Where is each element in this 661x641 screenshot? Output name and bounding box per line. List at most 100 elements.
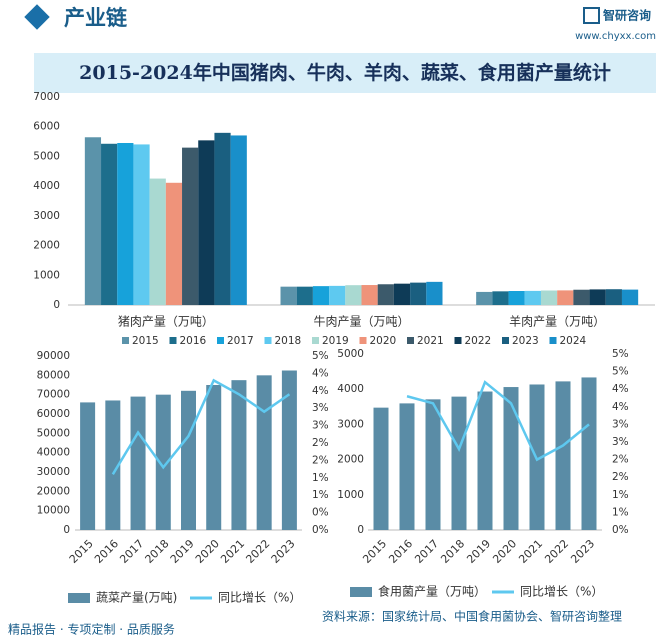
y-tick-label: 0: [63, 524, 70, 536]
line: [111, 378, 291, 475]
bar: [540, 290, 558, 305]
bar: [393, 283, 411, 305]
bar: [426, 281, 443, 305]
bar: [206, 385, 222, 530]
y-tick-label: 30000: [37, 466, 70, 478]
bar: [425, 399, 441, 530]
y-tick-label: 3000: [337, 418, 364, 430]
x-tick-label: 2020: [193, 537, 222, 566]
legend-swatch: [350, 587, 372, 597]
y2-tick-label: 1%: [612, 506, 629, 518]
bar: [182, 147, 199, 305]
y2-tick-label: 5%: [612, 366, 629, 378]
legend-label: 2021: [417, 335, 444, 347]
x-tick-label: 2023: [269, 537, 298, 566]
legend-label: 2020: [370, 335, 397, 347]
y2-tick-label: 1%: [312, 489, 329, 501]
y2-tick-label: 3%: [312, 420, 329, 432]
y-tick-label: 1000: [337, 489, 364, 501]
y-tick-label: 0: [357, 524, 364, 536]
y-tick-label: 0: [53, 299, 60, 311]
y2-tick-label: 3%: [312, 402, 329, 414]
y-tick-label: 5000: [33, 150, 60, 162]
y2-tick-label: 2%: [312, 454, 329, 466]
bar: [589, 289, 606, 305]
bar: [410, 282, 427, 305]
bar: [555, 381, 571, 530]
bar: [231, 380, 247, 530]
header-bar: [0, 0, 661, 44]
bar: [281, 370, 297, 530]
x-tick-label: 2019: [464, 537, 493, 566]
x-tick-label: 2018: [143, 537, 172, 566]
x-tick-label: 2018: [438, 537, 467, 566]
y-tick-label: 10000: [37, 505, 70, 517]
x-tick-label: 2016: [92, 537, 121, 566]
y-tick-label: 6000: [33, 121, 60, 133]
bar: [621, 289, 639, 305]
y-tick-label: 2000: [337, 454, 364, 466]
legend-swatch: [264, 337, 272, 344]
y2-tick-label: 1%: [612, 489, 629, 501]
bar: [149, 178, 166, 305]
bar: [399, 403, 415, 530]
y2-tick-label: 2%: [612, 454, 629, 466]
y2-tick-label: 3%: [612, 436, 629, 448]
x-tick-label: 2019: [168, 537, 197, 566]
bar: [130, 396, 146, 530]
y2-tick-label: 2%: [612, 471, 629, 483]
legend-label: 2024: [560, 335, 587, 347]
bar: [105, 400, 121, 530]
y-tick-label: 50000: [37, 427, 70, 439]
y2-tick-label: 5%: [612, 348, 629, 360]
y-tick-label: 7000: [33, 91, 60, 103]
y2-tick-label: 5%: [312, 350, 329, 362]
logo-icon: [583, 7, 600, 24]
y-tick-label: 1000: [33, 269, 60, 281]
y2-tick-label: 4%: [612, 401, 629, 413]
brand: 智研咨询: [602, 8, 651, 23]
bar: [557, 290, 574, 305]
bar: [230, 135, 247, 305]
bar: [581, 377, 597, 530]
legend-label: 2022: [465, 335, 492, 347]
bar: [605, 289, 622, 305]
header-title: 产业链: [64, 6, 128, 30]
y2-tick-label: 0%: [312, 524, 329, 536]
bar: [503, 387, 519, 530]
x-tick-label: 羊肉产量（万吨）: [509, 314, 605, 329]
bar: [296, 286, 313, 305]
bar: [214, 132, 231, 305]
y2-tick-label: 4%: [312, 385, 329, 397]
legend-swatch: [122, 337, 129, 344]
legend-label: 同比增长（%）: [218, 591, 301, 605]
x-tick-label: 2017: [117, 537, 146, 566]
footer-source: 资料来源：国家统计局、中国食用菌协会、智研咨询整理: [322, 609, 622, 624]
legend-swatch: [502, 337, 509, 344]
x-tick-label: 2015: [360, 537, 389, 566]
bar: [373, 407, 389, 530]
bar: [345, 285, 362, 305]
legend-swatch: [549, 337, 557, 344]
footer-bar: [0, 617, 661, 641]
bar: [101, 143, 118, 305]
y-tick-label: 40000: [37, 447, 70, 459]
legend-swatch: [407, 337, 414, 344]
legend-label: 蔬菜产量(万吨): [96, 591, 177, 605]
legend-swatch: [359, 337, 367, 344]
chart-title: 2015-2024年中国猪肉、牛肉、羊肉、蔬菜、食用菌产量统计: [79, 61, 611, 84]
y-tick-label: 5000: [337, 348, 364, 360]
legend-label: 2017: [227, 335, 254, 347]
legend-label: 2018: [275, 335, 302, 347]
bar: [477, 391, 493, 530]
x-tick-label: 2015: [67, 537, 96, 566]
y-tick-label: 80000: [37, 369, 70, 381]
url: www.chyxx.com: [575, 31, 656, 42]
x-tick-label: 2017: [412, 537, 441, 566]
legend-swatch: [312, 337, 319, 344]
x-tick-label: 牛肉产量（万吨）: [313, 314, 409, 329]
y2-tick-label: 2%: [312, 437, 329, 449]
bar: [84, 137, 102, 305]
y-tick-label: 4000: [33, 180, 60, 192]
